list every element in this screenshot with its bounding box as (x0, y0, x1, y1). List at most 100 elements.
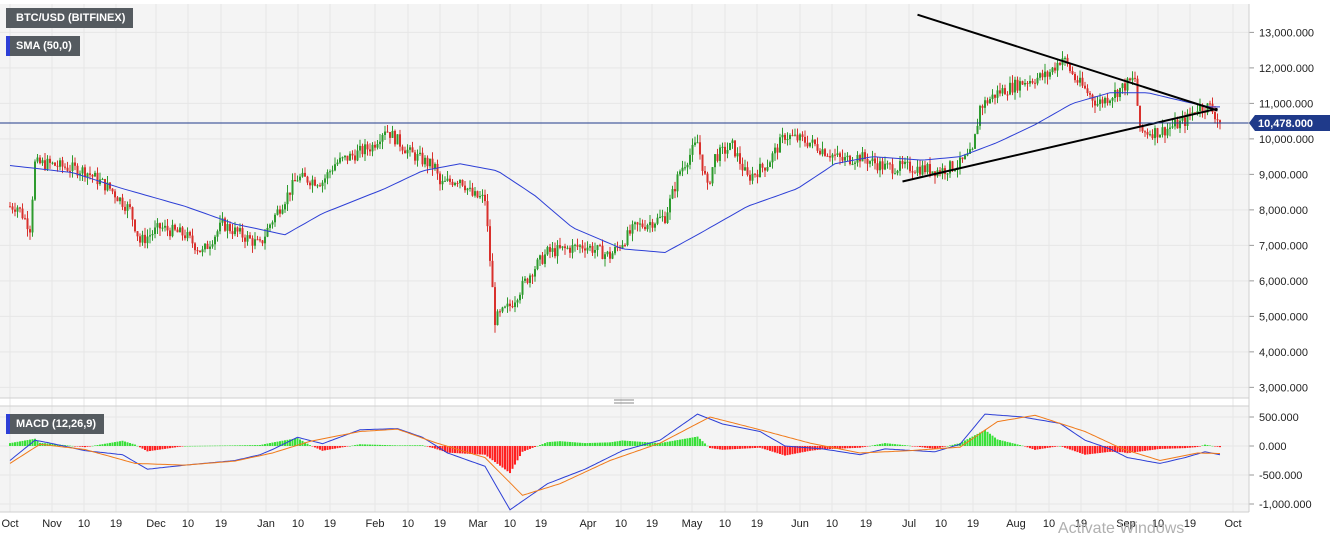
histogram-bar (981, 431, 984, 446)
symbol-label[interactable]: BTC/USD (BITFINEX) (6, 8, 134, 28)
histogram-bar (316, 446, 319, 449)
candle (64, 163, 66, 170)
candle (384, 125, 386, 140)
candle (656, 213, 659, 226)
candle (436, 159, 439, 180)
candle (1159, 134, 1161, 138)
candle (1129, 77, 1131, 82)
histogram-bar (764, 446, 766, 450)
histogram-bar (776, 446, 779, 454)
histogram-bar (794, 446, 796, 454)
time-tick-label: 19 (324, 518, 336, 530)
trendline[interactable] (917, 13, 1218, 112)
histogram-bar (944, 446, 946, 447)
histogram-bar (146, 446, 149, 452)
candle (869, 160, 871, 168)
histogram-bar (619, 440, 621, 446)
histogram-bar (304, 442, 306, 446)
histogram-bar (876, 444, 879, 446)
candle (786, 132, 789, 146)
histogram-bar (1029, 446, 1031, 449)
histogram-bar (1161, 446, 1164, 449)
histogram-bar (21, 440, 24, 446)
histogram-bar (176, 446, 179, 448)
candle (889, 162, 891, 170)
candle (891, 157, 894, 180)
candle (394, 129, 396, 147)
histogram-bar (126, 442, 129, 446)
histogram-bar (839, 446, 841, 449)
candle (916, 159, 919, 177)
candle (554, 242, 556, 259)
candle (339, 152, 341, 165)
candle (66, 161, 69, 172)
histogram-bar (314, 446, 316, 448)
histogram-bar (169, 446, 171, 449)
macd-indicator-label[interactable]: MACD (12,26,9) (6, 414, 105, 434)
candle (121, 193, 124, 211)
histogram-bar (926, 446, 929, 448)
histogram-bar (326, 446, 329, 450)
histogram-bar (549, 441, 551, 446)
candle (214, 234, 216, 251)
histogram-bar (1169, 446, 1171, 449)
candle (141, 230, 144, 246)
candle (794, 128, 796, 137)
histogram-bar (504, 446, 506, 470)
histogram-bar (1164, 446, 1166, 449)
histogram-bar (919, 446, 921, 447)
candle (866, 153, 869, 171)
candle (769, 160, 771, 168)
candle (756, 169, 759, 184)
histogram-bar (194, 445, 196, 447)
price-axis-background (1249, 4, 1330, 398)
candle (189, 230, 191, 239)
candle (499, 309, 501, 317)
candle (49, 155, 51, 169)
histogram-bar (1141, 446, 1144, 452)
candle (816, 137, 819, 153)
histogram-bar (1216, 446, 1219, 447)
histogram-bar (689, 437, 691, 446)
histogram-bar (651, 442, 654, 446)
candle (96, 167, 99, 190)
candle (551, 241, 554, 258)
candle (829, 149, 831, 162)
price-panel-background (0, 4, 1249, 398)
candle (1166, 122, 1169, 139)
histogram-bar (256, 445, 259, 446)
candle (244, 234, 246, 249)
histogram-bar (224, 445, 226, 447)
histogram-bar (841, 446, 844, 449)
candle (974, 133, 976, 150)
histogram-bar (386, 445, 389, 446)
histogram-bar (834, 446, 836, 449)
candle (519, 292, 521, 304)
histogram-bar (994, 437, 996, 446)
histogram-bar (566, 441, 569, 446)
time-tick-label: Feb (366, 518, 385, 530)
histogram-bar (761, 446, 764, 449)
candle (24, 214, 26, 220)
histogram-bar (266, 443, 269, 446)
histogram-bar (996, 439, 999, 446)
histogram-bar (156, 446, 159, 450)
histogram-bar (1156, 446, 1159, 450)
histogram-bar (869, 445, 871, 447)
histogram-bar (889, 443, 891, 446)
histogram-bar (664, 442, 666, 446)
candle (821, 141, 824, 157)
histogram-bar (816, 446, 819, 450)
candle (196, 247, 199, 255)
time-tick-label: 19 (110, 518, 122, 530)
sma-indicator-label[interactable]: SMA (50,0) (6, 36, 80, 56)
candle (919, 160, 921, 177)
panel-resize-handle[interactable] (614, 399, 634, 404)
candle (346, 155, 349, 165)
histogram-bar (1211, 445, 1214, 447)
candle (1044, 63, 1046, 84)
trendline[interactable] (902, 107, 1218, 183)
histogram-bar (346, 446, 349, 447)
candle (1109, 99, 1111, 106)
